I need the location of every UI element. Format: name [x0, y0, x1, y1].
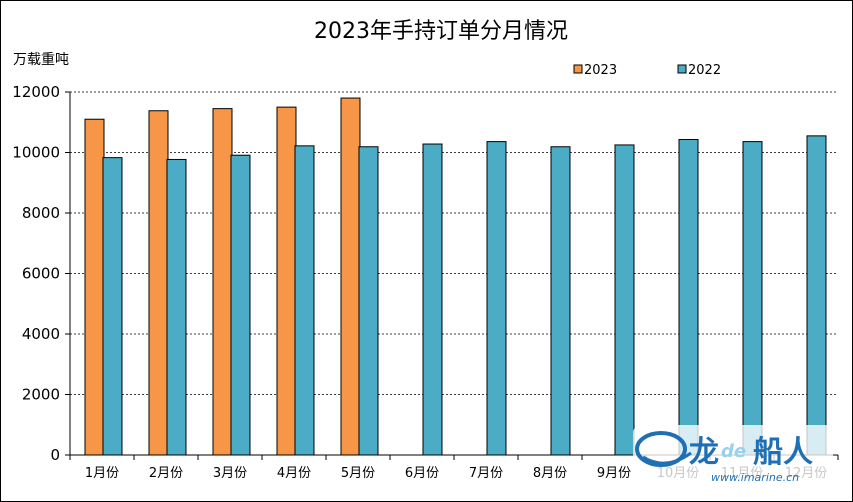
bar-2023-2月份 [148, 110, 169, 456]
gridlines [70, 91, 838, 395]
y-tick-label-6000: 6000 [22, 265, 60, 283]
x-tick-label-1: 1月份 [85, 466, 119, 481]
wave-icon [642, 451, 692, 465]
y-tick-label-0: 0 [50, 446, 60, 464]
legend: 2023 2022 [573, 63, 721, 78]
x-tick-label-4: 4月份 [277, 466, 311, 481]
x-tick-label-8: 8月份 [533, 466, 567, 481]
y-tick-label-8000: 8000 [22, 204, 60, 222]
bar-2022-4月份 [294, 145, 315, 456]
legend-label-2023: 2023 [584, 63, 617, 78]
x-tick-label-9: 9月份 [597, 466, 631, 481]
bar-2022-12月份 [806, 135, 827, 456]
bar-2022-7月份 [486, 141, 507, 456]
bar-2022-11月份 [742, 141, 763, 456]
watermark-brand-a: 龙 [689, 435, 719, 470]
y-axis-label: 万载重吨 [13, 52, 69, 68]
watermark-logo: 龙 de 船人 www.imarine.cn [633, 425, 833, 487]
y-tick-label-2000: 2000 [22, 386, 60, 404]
bar-2022-3月份 [230, 154, 251, 456]
watermark-brand-c: 船人 [753, 435, 813, 470]
x-tick-label-2: 2月份 [149, 466, 183, 481]
bar-2023-3月份 [212, 108, 233, 456]
bar-2023-5月份 [340, 97, 361, 456]
x-tick-label-7: 7月份 [469, 466, 503, 481]
x-tick-label-5: 5月份 [341, 466, 375, 481]
bar-2023-4月份 [276, 106, 297, 456]
y-tick-label-12000: 12000 [12, 83, 60, 101]
y-tick-label-4000: 4000 [22, 325, 60, 343]
legend-label-2022: 2022 [688, 63, 721, 78]
y-tick-labels: 0 2000 4000 6000 8000 10000 12000 [12, 83, 60, 464]
x-tick-label-6: 6月份 [405, 466, 439, 481]
bars [84, 97, 827, 456]
bar-2022-8月份 [550, 146, 571, 456]
legend-swatch-2023 [573, 64, 583, 74]
bar-2022-6月份 [422, 143, 443, 456]
bar-2022-9月份 [614, 144, 635, 456]
bar-2022-2月份 [166, 158, 187, 456]
y-tick-label-10000: 10000 [12, 144, 60, 162]
x-tick-label-3: 3月份 [213, 466, 247, 481]
legend-swatch-2022 [677, 64, 687, 74]
chart-title: 2023年手持订单分月情况 [314, 19, 568, 44]
watermark-brand-b: de [721, 441, 746, 462]
ship-swoosh-icon [635, 431, 687, 467]
bar-2022-1月份 [102, 157, 123, 456]
bar-2022-10月份 [678, 138, 699, 456]
watermark-url: www.imarine.cn [711, 471, 799, 484]
bar-2022-5月份 [358, 146, 379, 456]
bar-2023-1月份 [84, 118, 105, 456]
